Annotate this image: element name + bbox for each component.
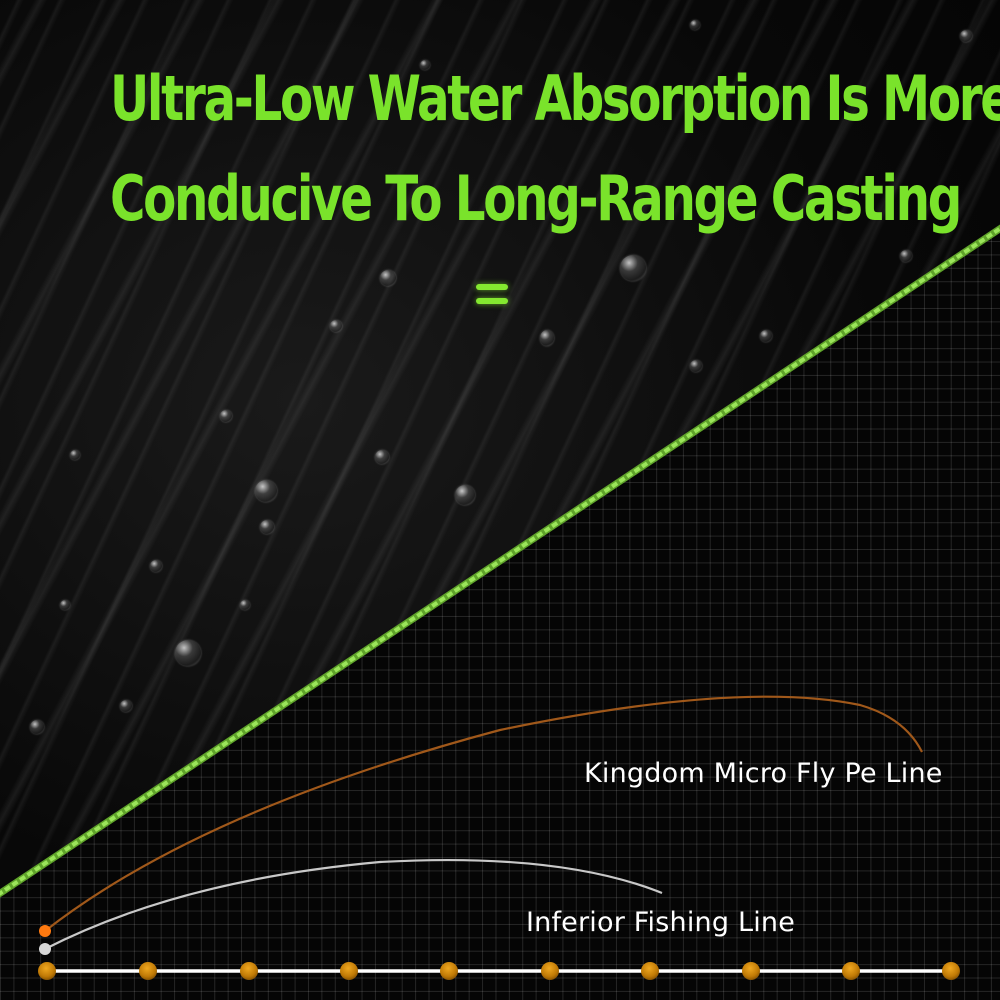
water-drop — [175, 640, 201, 666]
inferior-start-marker — [39, 943, 51, 955]
water-drop — [620, 255, 646, 281]
water-drop — [220, 410, 232, 422]
kingdom-line-label: Kingdom Micro Fly Pe Line — [584, 758, 943, 789]
distance-markers — [38, 962, 960, 980]
water-drop — [960, 30, 972, 42]
water-drop — [690, 20, 700, 30]
water-drop — [760, 330, 772, 342]
water-drop — [380, 270, 396, 286]
inferior-trajectory-curve — [44, 858, 663, 950]
water-drop — [375, 450, 389, 464]
water-drop — [150, 560, 162, 572]
water-drop — [70, 450, 80, 460]
water-drop — [120, 700, 132, 712]
water-drop — [455, 485, 475, 505]
headline-line-2: Conducive To Long-Range Casting — [110, 162, 962, 235]
water-drop — [60, 600, 70, 610]
water-drop — [540, 330, 554, 346]
water-drop — [255, 480, 277, 502]
fishing-line-braid — [0, 226, 1000, 896]
water-drop — [330, 320, 342, 332]
inferior-line-label: Inferior Fishing Line — [526, 907, 796, 938]
water-drop — [420, 60, 430, 70]
kingdom-trajectory-curve — [44, 695, 923, 932]
water-drop — [240, 600, 250, 610]
kingdom-start-marker — [39, 925, 51, 937]
headline-line-1: Ultra-Low Water Absorption Is More — [110, 62, 1000, 135]
water-drop — [30, 720, 44, 734]
water-drop — [690, 360, 702, 372]
water-drop — [900, 250, 912, 262]
equals-icon — [476, 284, 508, 306]
water-drop — [260, 520, 274, 534]
